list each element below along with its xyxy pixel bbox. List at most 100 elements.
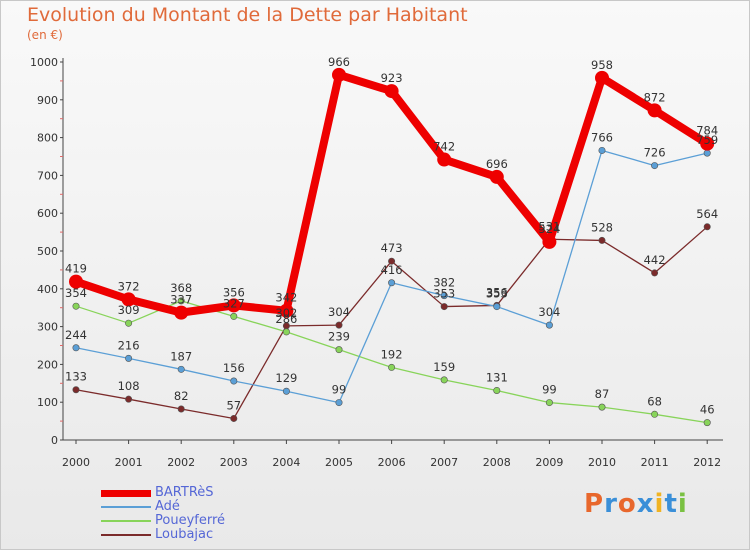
series-point-2 (703, 419, 711, 427)
logo-letter: i (654, 489, 665, 519)
series-point-3 (72, 386, 80, 394)
data-label: 564 (696, 207, 718, 221)
x-tick-label: 2001 (115, 456, 143, 469)
series-point-2 (72, 302, 80, 310)
data-label: 872 (644, 90, 666, 104)
legend-item: Poueyferré (101, 514, 225, 528)
data-label: 353 (433, 287, 455, 301)
legend-swatch (101, 506, 151, 508)
series-line-0 (72, 70, 712, 317)
logo-letter: o (617, 489, 637, 519)
data-label: 473 (381, 241, 403, 255)
y-tick-label: 600 (37, 207, 58, 220)
series-point-3 (230, 414, 238, 422)
legend-swatch (101, 520, 151, 522)
series-point-2 (545, 399, 553, 407)
series-point-1 (177, 365, 185, 373)
legend-swatch (101, 489, 151, 497)
data-label: 784 (696, 124, 718, 138)
data-label: 239 (328, 330, 350, 344)
data-label: 524 (538, 222, 560, 236)
chart-subtitle: (en €) (27, 28, 63, 42)
data-label: 442 (644, 253, 666, 267)
data-label: 356 (223, 285, 245, 299)
series-point-0 (279, 303, 294, 318)
data-label: 353 (486, 287, 508, 301)
data-label: 244 (65, 328, 87, 342)
series-point-2 (125, 319, 133, 327)
legend-item: Loubajac (101, 528, 225, 542)
y-tick-label: 400 (37, 283, 58, 296)
series-point-3 (335, 321, 343, 329)
series-line-3 (75, 226, 708, 420)
logo-letter: x (636, 489, 655, 519)
legend-label: Adé (155, 499, 180, 514)
x-tick-label: 2003 (220, 456, 248, 469)
legend-item: Adé (101, 500, 225, 514)
legend: BARTRèS Adé Poueyferré Loubajac (101, 486, 225, 542)
logo-letter: P (584, 489, 605, 519)
series-point-2 (230, 312, 238, 320)
y-tick-label: 200 (37, 358, 58, 371)
series-point-1 (703, 149, 711, 157)
x-tick-label: 2012 (693, 456, 721, 469)
data-label: 696 (486, 157, 508, 171)
data-label: 192 (381, 347, 403, 361)
data-label: 372 (118, 279, 140, 293)
series-point-1 (388, 279, 396, 287)
y-tick-label: 300 (37, 321, 58, 334)
x-tick-label: 2005 (325, 456, 353, 469)
x-tick-label: 2009 (535, 456, 563, 469)
data-label: 923 (381, 71, 403, 85)
series-point-0 (437, 152, 452, 167)
legend-label: Poueyferré (155, 513, 226, 528)
data-label: 342 (275, 291, 297, 305)
legend-swatch (101, 534, 151, 536)
series-point-2 (282, 328, 290, 336)
series-point-1 (282, 387, 290, 395)
data-label: 57 (226, 398, 241, 412)
series-point-1 (440, 292, 448, 300)
series-point-1 (545, 321, 553, 329)
data-label: 159 (433, 360, 455, 374)
data-label: 99 (542, 383, 557, 397)
y-tick-label: 700 (37, 169, 58, 182)
logo-letter: t (664, 489, 678, 519)
y-tick-label: 100 (37, 396, 58, 409)
series-point-2 (388, 363, 396, 371)
data-label: 156 (223, 361, 245, 375)
series-point-3 (125, 395, 133, 403)
x-tick-label: 2000 (62, 456, 90, 469)
data-label: 327 (223, 296, 245, 310)
data-label: 958 (591, 58, 613, 72)
legend-label: Loubajac (155, 527, 214, 542)
y-tick-label: 0 (51, 434, 58, 447)
data-label: 131 (486, 370, 508, 384)
x-tick-label: 2008 (483, 456, 511, 469)
series-point-2 (598, 403, 606, 411)
data-label: 68 (647, 394, 662, 408)
data-label: 966 (328, 55, 350, 69)
data-label: 742 (433, 140, 455, 154)
series-point-1 (598, 146, 606, 154)
x-tick-label: 2006 (378, 456, 406, 469)
series-point-0 (332, 67, 346, 82)
y-tick-label: 900 (37, 94, 58, 107)
series-point-0 (595, 70, 609, 85)
data-label: 766 (591, 130, 613, 144)
series-point-1 (230, 377, 238, 385)
data-label: 368 (170, 281, 192, 295)
series-point-0 (226, 298, 241, 313)
series-point-3 (598, 236, 606, 244)
series-point-2 (177, 297, 185, 305)
logo-letter: i (677, 489, 688, 519)
series-point-1 (125, 354, 133, 362)
series-point-2 (335, 346, 343, 354)
data-label: 309 (118, 303, 140, 317)
series-point-0 (69, 274, 83, 289)
series-point-0 (542, 234, 557, 249)
series-point-1 (72, 344, 80, 352)
data-label: 419 (65, 262, 87, 276)
series-point-1 (335, 399, 343, 407)
x-tick-label: 2002 (167, 456, 195, 469)
